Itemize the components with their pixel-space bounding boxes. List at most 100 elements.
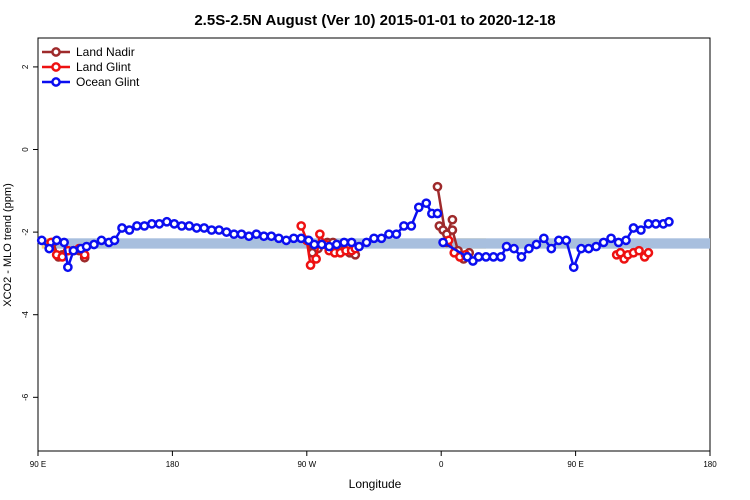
data-point (643, 247, 654, 258)
data-point (399, 221, 409, 231)
x-tick-label: 90 E (30, 460, 46, 469)
legend-marker (51, 47, 61, 57)
y-axis-label: XCO2 - MLO trend (ppm) (2, 183, 14, 306)
data-point (384, 229, 394, 240)
data-point (305, 260, 316, 270)
data-point (583, 243, 594, 254)
data-point (591, 241, 601, 252)
legend-entry: Land Glint (42, 60, 131, 74)
data-point (634, 245, 644, 256)
data-point (36, 235, 47, 246)
data-point (206, 225, 217, 235)
data-point (376, 233, 387, 244)
data-point (432, 181, 443, 192)
data-point (236, 229, 247, 240)
data-point (132, 221, 142, 231)
data-point (244, 231, 254, 242)
data-point (221, 227, 232, 237)
data-point (361, 237, 372, 248)
x-tick-label: 0 (439, 460, 444, 469)
data-point (447, 214, 458, 225)
data-point (561, 235, 572, 246)
data-point (281, 235, 292, 246)
data-point (516, 252, 527, 262)
y-tick-label: -6 (21, 393, 30, 401)
data-point (51, 235, 62, 246)
data-point (354, 241, 364, 252)
data-point (324, 241, 335, 252)
data-point (89, 239, 99, 250)
data-point (432, 208, 443, 219)
data-point (161, 216, 172, 227)
data-point (606, 233, 616, 244)
legend-label: Land Nadir (76, 45, 135, 59)
data-point (139, 221, 150, 231)
data-point (68, 245, 79, 256)
data-point (176, 221, 187, 231)
legend-entry: Land Nadir (42, 45, 135, 59)
x-tick-label: 90 W (297, 460, 316, 469)
data-point (288, 233, 299, 244)
data-point (109, 235, 120, 246)
y-tick-label: -4 (21, 311, 30, 319)
data-point (628, 223, 639, 233)
legend-label: Ocean Glint (76, 75, 140, 89)
data-point (488, 252, 499, 262)
data-point (315, 229, 325, 240)
y-tick-label: 2 (21, 64, 30, 69)
data-point (664, 216, 674, 227)
data-point (636, 225, 646, 235)
data-point (199, 223, 209, 233)
data-point (447, 225, 458, 235)
legend-label: Land Glint (76, 60, 131, 74)
data-point (251, 229, 262, 240)
x-tick-label: 180 (166, 460, 180, 469)
y-tick-label: -2 (21, 228, 30, 236)
y-tick-label: 0 (21, 147, 30, 152)
legend-entry: Ocean Glint (42, 75, 140, 89)
data-point (44, 243, 55, 254)
data-point (553, 235, 564, 246)
series-layer (36, 181, 674, 273)
data-point (406, 221, 417, 231)
data-point (81, 241, 92, 252)
data-point (598, 237, 609, 248)
data-point (339, 237, 349, 248)
data-point (346, 237, 357, 248)
data-point (273, 233, 284, 244)
data-point (296, 221, 307, 231)
data-point (613, 237, 624, 248)
data-point (501, 241, 512, 252)
data-point (191, 223, 202, 233)
data-point (154, 219, 165, 229)
x-axis-label: Longitude (349, 477, 402, 491)
data-point (266, 231, 277, 242)
y-axis: 2 0 -2 -4 -6 (21, 64, 38, 401)
data-point (421, 198, 432, 209)
x-tick-label: 180 (703, 460, 717, 469)
data-point (481, 252, 491, 262)
band-segment (49, 238, 710, 249)
data-point (413, 202, 424, 213)
x-tick-label: 90 E (567, 460, 583, 469)
data-point (124, 225, 135, 235)
chart-title: 2.5S-2.5N August (Ver 10) 2015-01-01 to … (194, 12, 555, 29)
data-point (539, 233, 549, 244)
data-point (643, 219, 654, 229)
series-2 (36, 198, 674, 273)
data-point (184, 221, 195, 231)
data-point (546, 243, 557, 254)
legend-marker (51, 62, 61, 72)
data-point (651, 219, 661, 229)
data-point (309, 239, 320, 250)
data-point (568, 262, 579, 273)
data-point (524, 243, 534, 254)
data-point (229, 229, 239, 240)
data-point (214, 225, 224, 235)
legend-marker (51, 77, 61, 87)
data-point (621, 235, 631, 246)
data-point (296, 233, 307, 244)
data-point (576, 243, 587, 254)
data-point (63, 262, 73, 273)
